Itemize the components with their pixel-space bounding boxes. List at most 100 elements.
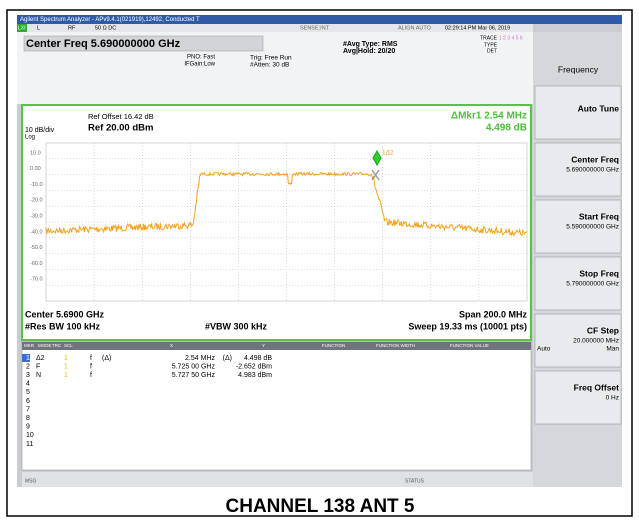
table-cell: -2.652 dBm: [236, 363, 272, 370]
frame: [6, 9, 633, 517]
row-highlight: [22, 354, 30, 362]
table-cell: f: [90, 355, 92, 362]
softkey[interactable]: [534, 85, 622, 140]
datetime: 02:29:14 PM Mar 06, 2019: [445, 25, 510, 31]
marker-diamond: [372, 149, 382, 167]
softkey[interactable]: [534, 313, 622, 368]
table-cell: N: [36, 372, 41, 379]
softkey-value: 5.690000000 GHz: [566, 167, 619, 174]
table-cell: F: [36, 363, 40, 370]
table-header-cell: TRC: [52, 343, 62, 348]
y-label: -20.0: [30, 198, 43, 204]
scale: 10 dB/div: [25, 127, 55, 134]
row-number: 4: [26, 381, 30, 388]
row-number: 6: [26, 398, 30, 405]
softkey-label: Center Freq: [571, 154, 619, 164]
y-label: -60.0: [30, 261, 43, 267]
y-label: -30.0: [30, 213, 43, 219]
marker-x: [371, 169, 380, 181]
marker-delta: ΔMkr1 2.54 MHz: [451, 111, 527, 122]
softkey-value: 5.590000000 GHz: [566, 224, 619, 231]
menu-title: Frequency: [558, 64, 599, 74]
marker-value: 4.498 dB: [486, 123, 527, 134]
row-number: 8: [26, 415, 30, 422]
atten: #Atten: 30 dB: [250, 62, 289, 69]
softkey-label: Freq Offset: [574, 382, 620, 392]
status-bar: [22, 472, 533, 487]
vbw: #VBW 300 kHz: [205, 321, 268, 331]
table-header-cell: FUNCTION VALUE: [450, 343, 489, 348]
row-number: 10: [26, 432, 34, 439]
row-number: 5: [26, 389, 30, 396]
avg-type: #Avg Type: RMS: [343, 41, 398, 48]
softkey[interactable]: [534, 142, 622, 197]
table-cell: 1: [64, 372, 68, 379]
marker-label: 1Δ2: [382, 150, 394, 157]
softkey[interactable]: [534, 199, 622, 254]
table-cell: f: [90, 363, 92, 370]
table-cell: 4.498 dB: [244, 355, 272, 362]
log: Log: [25, 135, 35, 141]
table-cell: (Δ): [102, 355, 111, 362]
y-label: -70.0: [30, 277, 43, 283]
softkey-man: Man: [606, 346, 619, 353]
softkey-label: Stop Freq: [579, 268, 619, 278]
y-label: 0.00: [30, 166, 41, 172]
row-number: 7: [26, 406, 30, 413]
table-header: [22, 342, 531, 350]
table-header-cell: Y: [262, 343, 265, 348]
softkey-label: Start Freq: [579, 211, 619, 221]
softkey[interactable]: [534, 370, 622, 425]
ref-offset: Ref Offset 16.42 dB: [88, 112, 154, 121]
table-header-cell: FUNCTION: [322, 343, 345, 348]
center-freq-box: [23, 35, 264, 52]
sense: SENSE:INT: [300, 25, 330, 31]
caption: CHANNEL 138 ANT 5: [226, 496, 415, 517]
table-cell: 5.725 00 GHz: [172, 363, 216, 370]
ref: Ref 20.00 dBm: [88, 123, 153, 134]
input: 50 Ω DC: [95, 25, 116, 31]
table-cell: f: [90, 372, 92, 379]
row-number: 11: [26, 441, 33, 448]
marker-table: [21, 341, 532, 471]
table-header-cell: FUNCTION WIDTH: [376, 343, 415, 348]
ifgain: IFGain:Low: [184, 62, 215, 68]
align: ALIGN AUTO: [398, 25, 432, 31]
y-label: -10.0: [30, 182, 43, 188]
y-label: -40.0: [30, 229, 43, 235]
row-number: 9: [26, 424, 30, 431]
status-row: [17, 24, 533, 32]
rbw: #Res BW 100 kHz: [25, 321, 101, 331]
type: TYPE: [484, 42, 498, 48]
table-header-cell: SCL: [64, 343, 73, 348]
lxi-badge: [17, 24, 27, 32]
table-cell: 4.983 dBm: [238, 372, 272, 379]
status: STATUS: [405, 478, 425, 484]
table-cell: 1: [64, 363, 68, 370]
trace: TRACE: [480, 35, 498, 41]
table-header-cell: MKR: [24, 343, 35, 348]
avg-hold: Avg|Hold: 20/20: [343, 48, 395, 55]
det: DET: [487, 48, 497, 54]
softkey-auto: Auto: [537, 346, 551, 353]
sweep: Sweep 19.33 ms (10001 pts): [408, 321, 527, 331]
table-cell: 2: [26, 363, 30, 370]
rf: RF: [68, 25, 76, 31]
center-freq: Center Freq 5.690000000 GHz: [26, 38, 181, 50]
softkey[interactable]: [534, 256, 622, 311]
softkey-label: CF Step: [587, 325, 619, 335]
title-bar: [17, 15, 622, 24]
trace: [45, 170, 527, 237]
softkey-value: 0 Hz: [606, 395, 619, 402]
softkey-value: 5.790000000 GHz: [566, 281, 619, 288]
window-title: Agilent Spectrum Analyzer - APv9.4.1(021…: [20, 17, 200, 23]
table-cell: Δ2: [36, 355, 45, 362]
table-header-cell: MODE: [38, 343, 52, 348]
table-cell: 3: [26, 372, 30, 379]
softkey-value: 20.000000 MHz: [573, 338, 619, 345]
y-label: 10.0: [30, 150, 41, 156]
span: Span 200.0 MHz: [459, 309, 528, 319]
pno: PNO: Fast: [187, 55, 215, 61]
